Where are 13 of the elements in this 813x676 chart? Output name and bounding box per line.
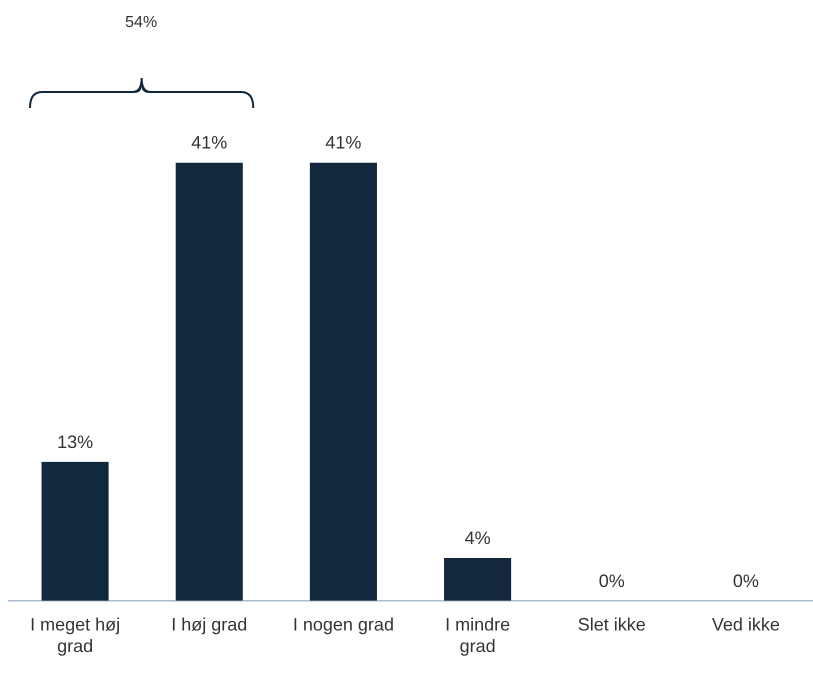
x-tick-label: I nogen grad <box>292 614 394 635</box>
data-label: 41% <box>191 132 228 153</box>
data-label: 13% <box>57 432 94 452</box>
data-label: 0% <box>732 570 759 591</box>
text: 54% <box>124 14 158 32</box>
x-tick-label: I mindre grad <box>445 614 510 656</box>
x-tick-label: I høj grad <box>171 614 248 635</box>
data-label: 0% <box>598 570 625 591</box>
x-tick-label: I meget høj grad <box>30 614 120 656</box>
x-tick-label: Slet ikke <box>578 614 646 635</box>
data-label: 4% <box>464 528 491 548</box>
x-tick-label: Ved ikke <box>712 614 780 635</box>
data-label: 41% <box>325 132 362 153</box>
